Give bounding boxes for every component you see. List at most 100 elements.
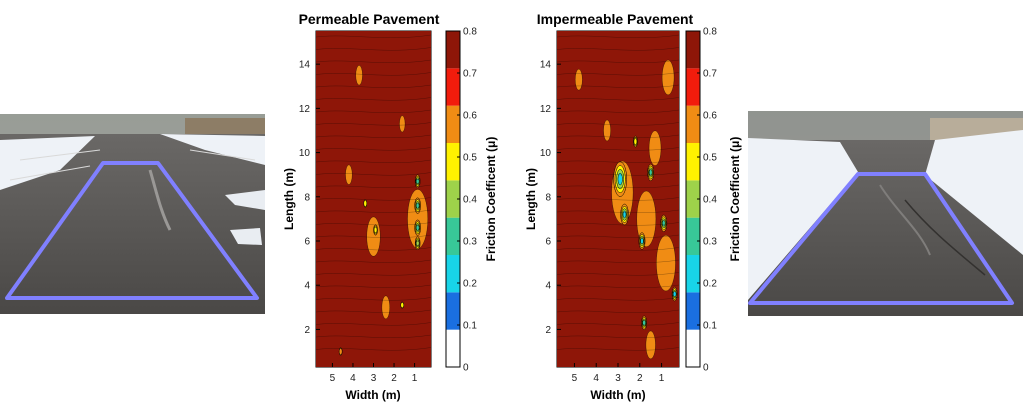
contour-line [315, 172, 432, 176]
colorbar-segment [446, 255, 460, 293]
y-tick-label: 6 [545, 237, 551, 248]
contour-line [315, 222, 432, 226]
x-axis-ticks: 5 4 3 2 1 [572, 363, 665, 384]
x-axis-ticks: 5 4 3 2 1 [330, 363, 418, 384]
colorbar-tick-label: 0 [703, 363, 709, 374]
colorbar-label: Friction Coefficent (μ) [484, 137, 498, 262]
colorbar-segment [686, 68, 700, 106]
colorbar-tick-label: 0.1 [463, 321, 477, 332]
chart-title: Permeable Pavement [299, 11, 440, 27]
y-tick-label: 8 [545, 192, 551, 203]
contour-line [315, 59, 432, 63]
contour-line [556, 347, 680, 351]
colorbar-tick-label: 0.7 [463, 69, 477, 80]
y-axis-ticks: 2 4 6 8 10 12 14 [540, 60, 561, 336]
y-axis-ticks: 2 4 6 8 10 12 14 [299, 60, 320, 336]
y-tick-label: 8 [304, 192, 310, 203]
contour-line [315, 272, 432, 276]
contour-line [556, 97, 680, 101]
colorbar-tick-label: 0.5 [463, 153, 477, 164]
contour-line [315, 334, 432, 338]
contour-line [556, 209, 680, 213]
colorbar-tick-label: 0.2 [703, 279, 717, 290]
heatmap-patch [648, 130, 662, 166]
colorbar-tick-label: 0.7 [703, 69, 717, 80]
contour-line [315, 97, 432, 101]
heatmap-patch [603, 119, 611, 142]
contour-line [315, 72, 432, 76]
colorbar-tick-label: 0.2 [463, 279, 477, 290]
x-tick-label: 2 [391, 373, 397, 384]
colorbar-segment [446, 329, 460, 367]
contour-line [556, 122, 680, 126]
contour-line [315, 84, 432, 88]
contour-line [315, 34, 432, 38]
contour-line [556, 297, 680, 301]
contour-line [556, 259, 680, 263]
colorbar-segment [446, 105, 460, 143]
heatmap-patch [574, 68, 583, 91]
contour-line [556, 334, 680, 338]
contour-line [315, 147, 432, 151]
contour-line [315, 247, 432, 251]
x-tick-label: 3 [371, 373, 377, 384]
heatmap-hotspot [672, 291, 677, 297]
permeable-chart: Permeable Pavement 2 4 6 8 10 12 14 5 4 3 2 1 Leng… [282, 11, 498, 402]
heatmap-plot [315, 31, 432, 367]
x-tick-label: 1 [412, 373, 418, 384]
heatmap-hotspot [338, 348, 343, 355]
colorbar-tick-label: 0 [463, 363, 469, 374]
contour-line [556, 272, 680, 276]
contour-line [315, 159, 432, 163]
colorbar-segment [686, 180, 700, 218]
heatmap-patch [656, 234, 676, 292]
y-tick-label: 14 [299, 60, 311, 71]
contour-line [556, 147, 680, 151]
x-tick-label: 5 [330, 373, 336, 384]
colorbar-segment [446, 180, 460, 218]
contour-line [556, 172, 680, 176]
contour-line [556, 234, 680, 238]
heatmap-hotspot [415, 224, 420, 231]
x-tick-label: 2 [637, 373, 643, 384]
contour-line [556, 34, 680, 38]
contour-line [315, 259, 432, 263]
contour-line [315, 322, 432, 326]
y-tick-label: 10 [540, 148, 552, 159]
colorbar-tick-label: 0.3 [703, 237, 717, 248]
y-tick-label: 6 [304, 237, 310, 248]
heatmap-patch [399, 115, 406, 133]
contour-line [556, 47, 680, 51]
contour-line [556, 247, 680, 251]
y-tick-label: 2 [304, 325, 310, 336]
colorbar: 0 0.1 0.2 0.3 0.4 0.5 0.6 0.7 0.8 [685, 27, 717, 374]
colorbar-segment [686, 329, 700, 367]
colorbar-segment [686, 31, 700, 69]
colorbar-tick-label: 0.6 [703, 111, 717, 122]
permeable-pavement-photo [0, 114, 265, 314]
heatmap-hotspot [373, 226, 378, 234]
colorbar-segment [686, 255, 700, 293]
contour-line [315, 122, 432, 126]
x-tick-label: 3 [615, 373, 621, 384]
heatmap-hotspot [363, 200, 368, 207]
contour-line [556, 322, 680, 326]
contour-line [315, 297, 432, 301]
heatmap-patch [345, 164, 353, 185]
y-tick-label: 4 [304, 281, 310, 292]
heatmap-hotspot [642, 320, 646, 326]
contour-line [556, 222, 680, 226]
colorbar-segment [686, 217, 700, 255]
contour-line [315, 234, 432, 238]
colorbar-segment [446, 143, 460, 181]
y-axis-label: Length (m) [282, 168, 296, 230]
colorbar: 0 0.1 0.2 0.3 0.4 0.5 0.6 0.7 0.8 [445, 27, 477, 374]
colorbar-segment [686, 143, 700, 181]
contour-line [315, 134, 432, 138]
x-tick-label: 4 [593, 373, 599, 384]
contour-line [315, 197, 432, 201]
heatmap-hotspot [648, 169, 653, 176]
contour-line [315, 47, 432, 51]
heatmap-hotspot [622, 210, 627, 219]
